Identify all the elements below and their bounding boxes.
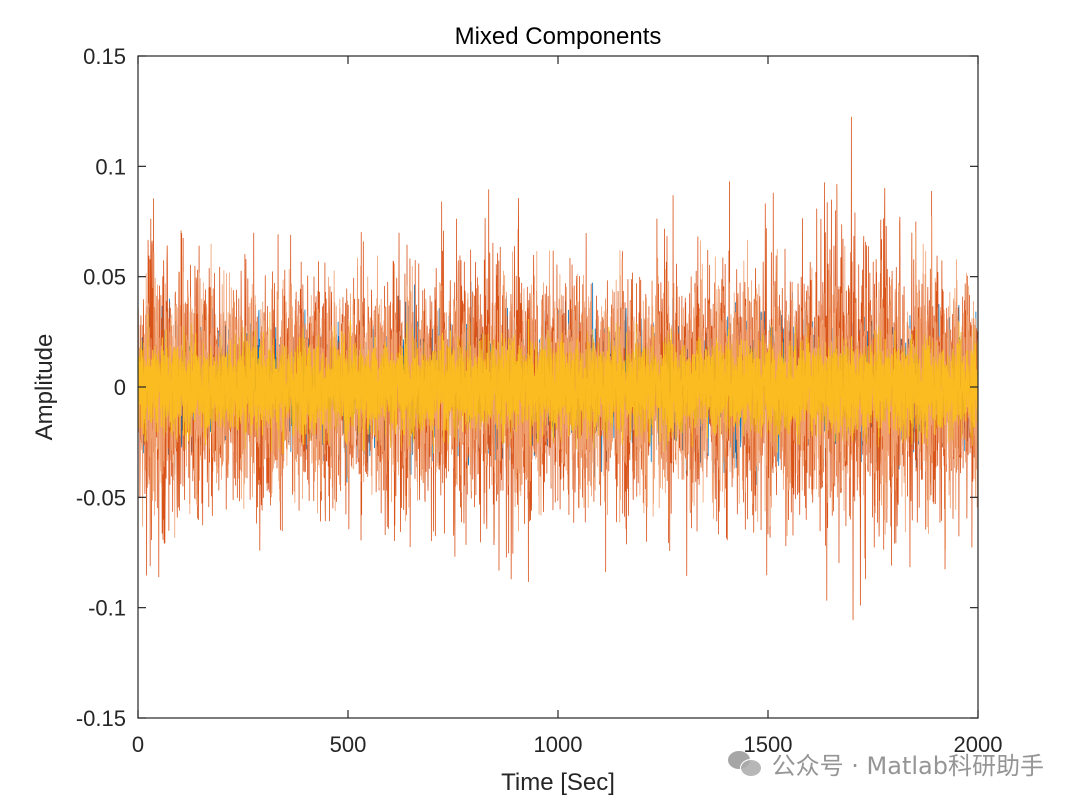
y-tick-label: -0.05	[76, 485, 126, 510]
watermark: 公众号 · Matlab科研助手	[727, 746, 1044, 781]
y-tick-label: 0.1	[95, 154, 126, 179]
watermark-text: 公众号 · Matlab科研助手	[771, 752, 1044, 780]
x-tick-label: 1000	[534, 732, 583, 757]
y-axis: -0.15 -0.1 -0.05 0 0.05 0.1 0.15	[76, 44, 978, 731]
y-tick-label: 0.15	[83, 44, 126, 69]
series-layer	[138, 116, 978, 621]
x-tick-label: 500	[330, 732, 367, 757]
x-tick-label: 2000	[954, 732, 1003, 757]
y-tick-label: 0.05	[83, 265, 126, 290]
x-axis: 0 500 1000 1500 2000	[132, 56, 1003, 757]
x-tick-label: 1500	[744, 732, 793, 757]
x-tick-label: 0	[132, 732, 144, 757]
y-tick-label: 0	[114, 375, 126, 400]
y-axis-label: Amplitude	[31, 334, 58, 441]
chart-title: Mixed Components	[455, 23, 662, 50]
wechat-icon	[727, 750, 762, 777]
y-tick-label: -0.15	[76, 706, 126, 731]
series-line-5	[138, 318, 978, 455]
y-tick-label: -0.1	[88, 596, 126, 621]
x-axis-label: Time [Sec]	[501, 769, 615, 796]
